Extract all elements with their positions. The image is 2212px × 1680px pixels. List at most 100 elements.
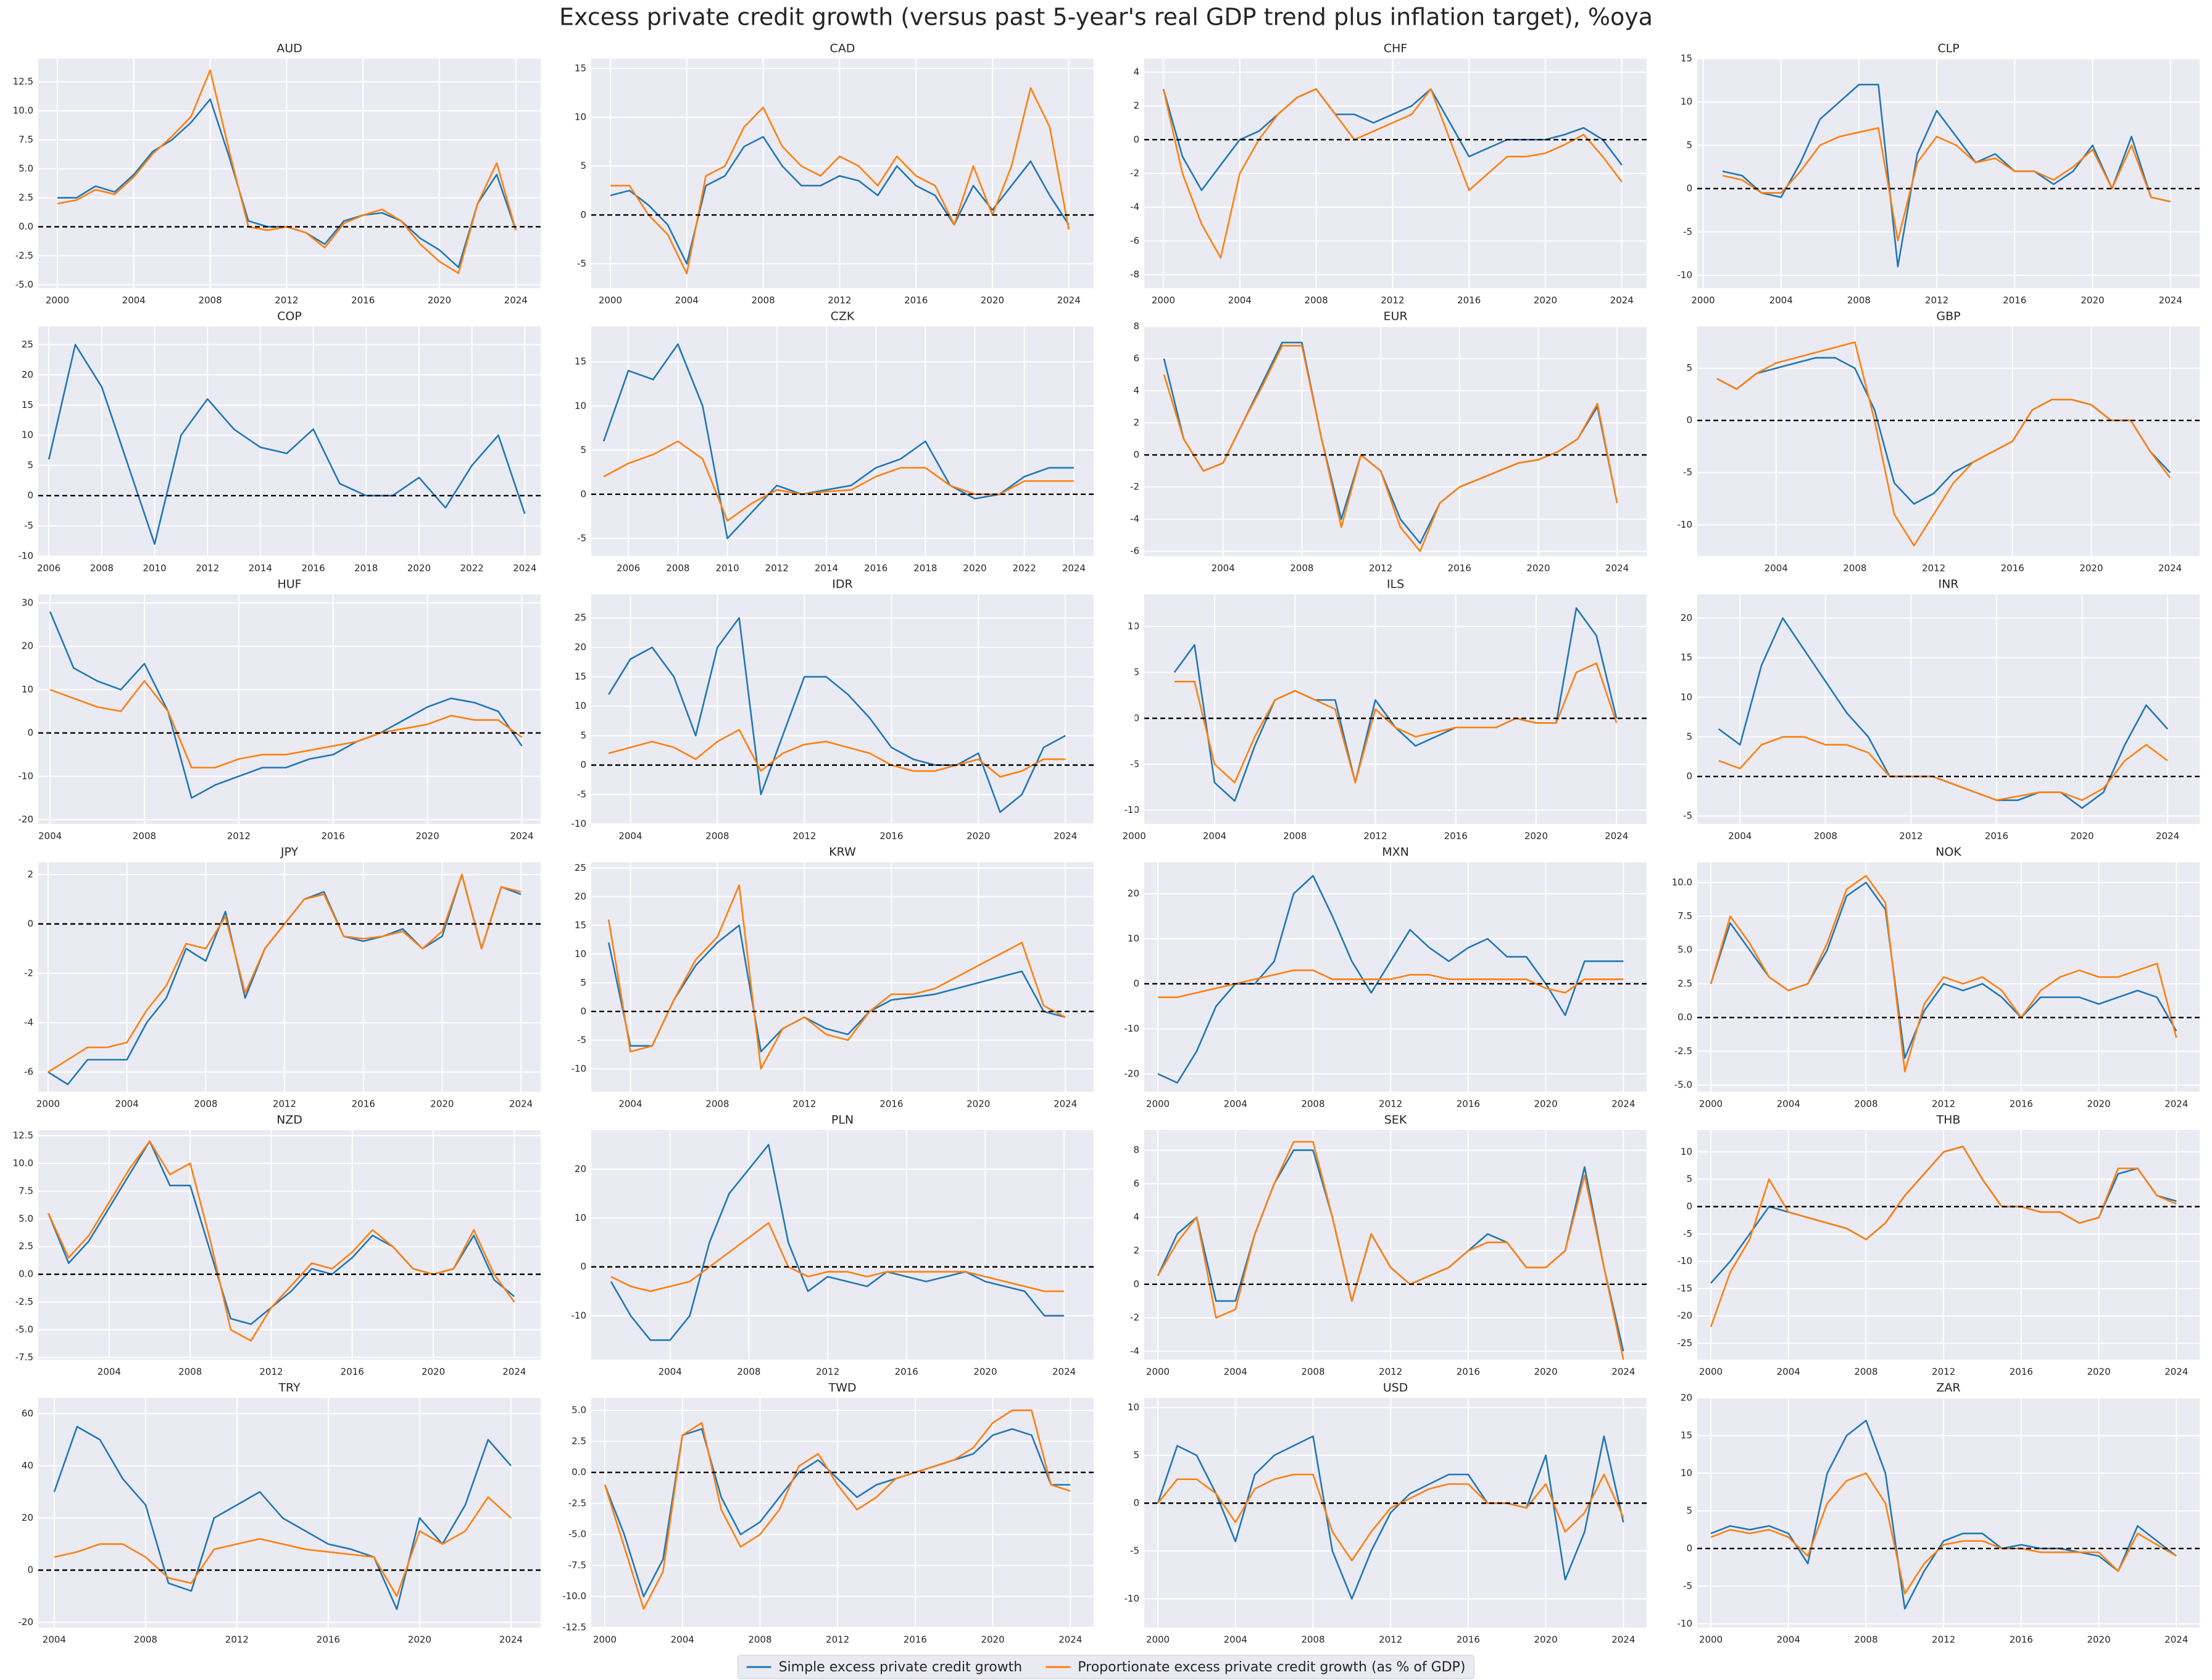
x-tick-label: 2016 <box>1457 295 1481 306</box>
y-tick-label: 0 <box>27 727 33 738</box>
y-tick-label: -10 <box>1678 1618 1693 1629</box>
x-tick-label: 2020 <box>2081 295 2104 306</box>
plot-area <box>1697 862 2200 1092</box>
y-tick-label: 0 <box>27 918 33 929</box>
x-tick-label: 2008 <box>751 295 775 306</box>
x-tick-label: 2024 <box>1054 831 1077 842</box>
y-tick-label: 15 <box>1681 652 1692 663</box>
x-tick-label: 2008 <box>1847 295 1871 306</box>
y-tick-label: 8 <box>1133 1144 1139 1155</box>
x-tick-label: 2016 <box>1457 1099 1480 1110</box>
y-tick-label: 5 <box>580 977 586 988</box>
x-tick-label: 2008 <box>90 563 114 574</box>
subplot-title: NOK <box>1936 846 1961 859</box>
x-tick-label: 2020 <box>2079 563 2103 574</box>
x-tick-label: 2012 <box>225 1634 249 1645</box>
x-tick-label: 2020 <box>967 1099 990 1110</box>
y-tick-label: 0 <box>580 759 586 770</box>
y-tick-label: -4 <box>1130 514 1139 525</box>
x-tick-label: 2024 <box>2156 831 2179 842</box>
y-tick-label: 0 <box>1686 1201 1692 1212</box>
x-tick-label: 2012 <box>1932 1099 1955 1110</box>
y-tick-label: 8 <box>1133 321 1139 332</box>
x-tick-label: 2008 <box>666 563 689 574</box>
x-tick-label: 2024 <box>2164 1634 2188 1645</box>
y-tick-label: 4 <box>1133 385 1139 396</box>
x-tick-label: 2000 <box>599 295 622 306</box>
x-tick-label: 2004 <box>618 1099 642 1110</box>
x-tick-label: 2024 <box>1611 1366 1635 1378</box>
x-tick-label: 2016 <box>904 295 928 306</box>
x-tick-label: 2024 <box>2164 1099 2188 1110</box>
x-tick-label: 2020 <box>2087 1634 2110 1645</box>
y-tick-label: 10 <box>575 701 586 712</box>
legend-label: Simple excess private credit growth <box>779 1660 1023 1675</box>
x-tick-label: 2016 <box>2010 1634 2033 1645</box>
x-tick-label: 2012 <box>196 563 219 574</box>
x-tick-label: 2004 <box>1224 1366 1247 1378</box>
subplot-title: SEK <box>1384 1113 1407 1127</box>
x-tick-label: 2016 <box>352 1099 375 1110</box>
subplot-title: CLP <box>1937 42 1959 56</box>
series-line <box>57 69 517 274</box>
figure-title: Excess private credit growth (versus pas… <box>559 4 1653 31</box>
x-tick-label: 2012 <box>826 1634 849 1645</box>
y-tick-label: -4 <box>1130 201 1139 212</box>
x-tick-label: 2020 <box>967 831 990 842</box>
x-tick-label: 2020 <box>1526 563 1550 574</box>
x-tick-label: 2020 <box>428 295 451 306</box>
y-tick-label: 6 <box>1133 1178 1139 1189</box>
x-tick-label: 2024 <box>504 295 528 306</box>
x-tick-label: 2016 <box>2001 563 2024 574</box>
series-line <box>1722 127 2171 242</box>
x-tick-label: 2024 <box>2159 295 2182 306</box>
y-tick-label: 0 <box>1686 1542 1692 1553</box>
y-tick-label: -4 <box>1130 1345 1139 1357</box>
y-tick-label: 0 <box>1133 1497 1139 1508</box>
x-tick-label: 2008 <box>194 1099 217 1110</box>
y-tick-label: 12.5 <box>13 1129 33 1141</box>
y-tick-label: 0 <box>1133 712 1139 723</box>
y-tick-label: 20 <box>1128 888 1139 899</box>
x-tick-label: 2004 <box>43 1634 66 1645</box>
x-tick-label: 2016 <box>322 831 345 842</box>
x-tick-label: 2012 <box>273 1099 296 1110</box>
y-tick-label: -2.5 <box>568 1497 586 1508</box>
series-line <box>610 87 1070 275</box>
subplot-title: IDR <box>832 578 852 591</box>
series-line <box>1718 736 2168 801</box>
x-tick-label: 2024 <box>1610 295 1634 306</box>
y-tick-label: 0.0 <box>1678 1012 1692 1023</box>
y-tick-label: 15 <box>1681 1429 1692 1441</box>
x-tick-label: 2004 <box>1224 1099 1247 1110</box>
x-tick-label: 2004 <box>1228 295 1252 306</box>
y-tick-label: 5.0 <box>19 1213 33 1224</box>
y-tick-label: -5 <box>577 258 586 269</box>
x-tick-label: 2016 <box>2003 295 2026 306</box>
y-tick-label: 0 <box>1686 183 1692 194</box>
x-tick-label: 2016 <box>864 563 888 574</box>
x-tick-label: 2020 <box>408 1634 431 1645</box>
series-line <box>1174 662 1618 784</box>
y-tick-label: 0 <box>1686 771 1692 782</box>
y-tick-label: -5.0 <box>568 1529 586 1540</box>
y-tick-label: -20 <box>19 1616 34 1628</box>
y-tick-label: 10 <box>575 948 586 959</box>
y-tick-label: 40 <box>22 1460 33 1471</box>
x-tick-label: 2016 <box>341 1366 364 1378</box>
x-tick-label: 2012 <box>1363 831 1387 842</box>
x-tick-label: 2004 <box>1777 1634 1800 1645</box>
subplot: COP -10 -5 0 5 10 15 20 25 2006 2008 2010 2012 2014 20… <box>19 310 541 574</box>
x-tick-label: 2012 <box>1932 1634 1955 1645</box>
y-tick-label: 20 <box>1681 612 1692 623</box>
plot-area <box>38 862 541 1092</box>
y-tick-label: 2.5 <box>572 1436 586 1447</box>
series-line <box>48 1140 515 1342</box>
x-tick-label: 2000 <box>593 1634 617 1645</box>
y-tick-label: -10 <box>1678 1255 1693 1266</box>
x-tick-label: 2018 <box>354 563 378 574</box>
x-tick-label: 2012 <box>1932 1366 1955 1378</box>
x-tick-label: 2014 <box>815 563 838 574</box>
series-line <box>1710 1420 2177 1610</box>
y-tick-label: -5 <box>24 520 33 531</box>
